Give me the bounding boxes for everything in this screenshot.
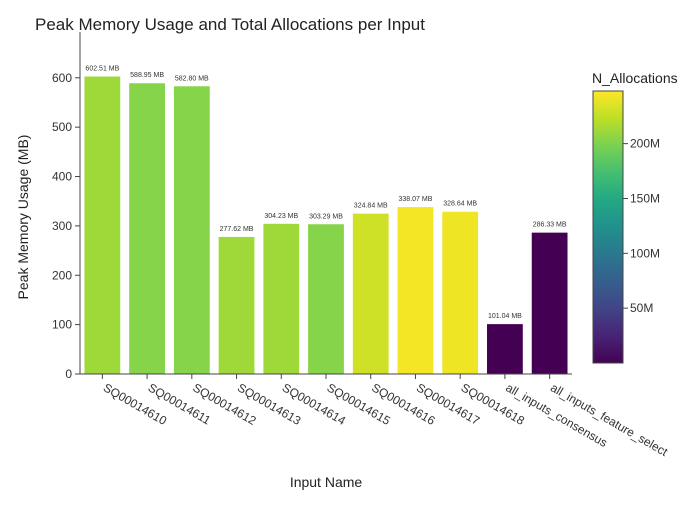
y-tick-label: 400 xyxy=(52,170,72,184)
y-tick-label: 300 xyxy=(52,219,72,233)
bar-data-label: 101.04 MB xyxy=(488,313,522,320)
x-axis: SQ00014610SQ00014611SQ00014612SQ00014613… xyxy=(80,373,671,459)
colorbar-title: N_Allocations xyxy=(592,70,678,86)
colorbar: N_Allocations 50M 100M 150M 200M xyxy=(592,70,678,364)
colorbar-gradient xyxy=(592,90,624,364)
y-tick-label: 100 xyxy=(52,318,72,332)
bar xyxy=(487,324,523,374)
bar xyxy=(173,86,210,374)
bar-data-label: 304.23 MB xyxy=(264,213,298,220)
bar xyxy=(397,207,434,374)
bar-data-label: 286.33 MB xyxy=(533,222,567,229)
y-axis-title: Peak Memory Usage (MB) xyxy=(15,135,31,300)
y-tick-label: 500 xyxy=(52,120,72,134)
bar xyxy=(352,213,389,374)
bar-data-labels: 602.51 MB 588.95 MB 582.80 MB 277.62 MB 304.… xyxy=(85,66,566,321)
bar xyxy=(308,224,344,374)
bar-data-label: 324.84 MB xyxy=(354,203,388,210)
colorbar-tick-label: 150M xyxy=(630,191,660,205)
bar-data-label: 303.29 MB xyxy=(309,213,343,220)
bar-data-label: 582.80 MB xyxy=(175,75,209,82)
colorbar-tick-label: 50M xyxy=(630,301,653,315)
colorbar-tick-label: 100M xyxy=(630,246,660,260)
bar xyxy=(263,223,300,374)
bars xyxy=(84,76,568,375)
y-tick-label: 600 xyxy=(52,71,72,85)
y-tick-label: 200 xyxy=(52,268,72,282)
colorbar-tick-label: 200M xyxy=(630,137,660,151)
bar xyxy=(218,236,255,374)
bar-data-label: 338.07 MB xyxy=(399,196,433,203)
colorbar-ticks: 50M 100M 150M 200M xyxy=(623,137,660,315)
x-axis-title: Input Name xyxy=(290,474,363,490)
chart-title: Peak Memory Usage and Total Allocations … xyxy=(35,15,425,34)
bar-data-label: 588.95 MB xyxy=(130,72,164,79)
y-tick-label: 0 xyxy=(65,367,72,381)
bar xyxy=(531,232,568,374)
bar-data-label: 277.62 MB xyxy=(220,226,254,233)
bar-data-label: 328.64 MB xyxy=(443,201,477,208)
bar xyxy=(442,211,479,374)
bar xyxy=(129,83,165,374)
bar xyxy=(84,76,121,375)
y-axis: 0 100 200 300 400 500 600 xyxy=(52,32,81,381)
bar-data-label: 602.51 MB xyxy=(85,66,119,73)
